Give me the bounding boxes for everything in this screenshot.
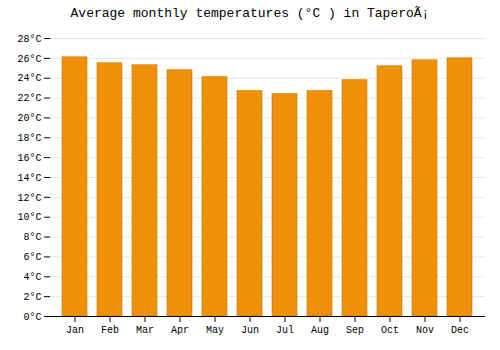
svg-text:Oct: Oct — [381, 325, 399, 336]
svg-text:2°C: 2°C — [23, 292, 41, 303]
svg-text:18°C: 18°C — [17, 133, 41, 144]
svg-text:Nov: Nov — [416, 325, 434, 336]
svg-text:Apr: Apr — [171, 325, 189, 336]
svg-text:Dec: Dec — [451, 325, 469, 336]
svg-text:Jul: Jul — [276, 325, 294, 336]
svg-text:20°C: 20°C — [17, 113, 41, 124]
svg-text:10°C: 10°C — [17, 212, 41, 223]
svg-text:4°C: 4°C — [23, 272, 41, 283]
svg-text:12°C: 12°C — [17, 193, 41, 204]
svg-text:Sep: Sep — [346, 325, 364, 336]
svg-text:May: May — [206, 325, 224, 336]
svg-text:26°C: 26°C — [17, 54, 41, 65]
svg-text:22°C: 22°C — [17, 93, 41, 104]
svg-text:28°C: 28°C — [17, 34, 41, 45]
svg-text:Feb: Feb — [101, 325, 119, 336]
svg-text:0°C: 0°C — [23, 312, 41, 323]
svg-text:Aug: Aug — [311, 325, 329, 336]
svg-text:Mar: Mar — [136, 325, 154, 336]
svg-text:14°C: 14°C — [17, 173, 41, 184]
html-text:Average monthly temperatures (: Average monthly temperatures (°C ) in Ta… — [70, 6, 430, 21]
svg-text:Jun: Jun — [241, 325, 259, 336]
svg-text:16°C: 16°C — [17, 153, 41, 164]
svg-text:24°C: 24°C — [17, 73, 41, 84]
svg-text:Jan: Jan — [66, 325, 84, 336]
svg-text:6°C: 6°C — [23, 252, 41, 263]
svg-text:8°C: 8°C — [23, 232, 41, 243]
